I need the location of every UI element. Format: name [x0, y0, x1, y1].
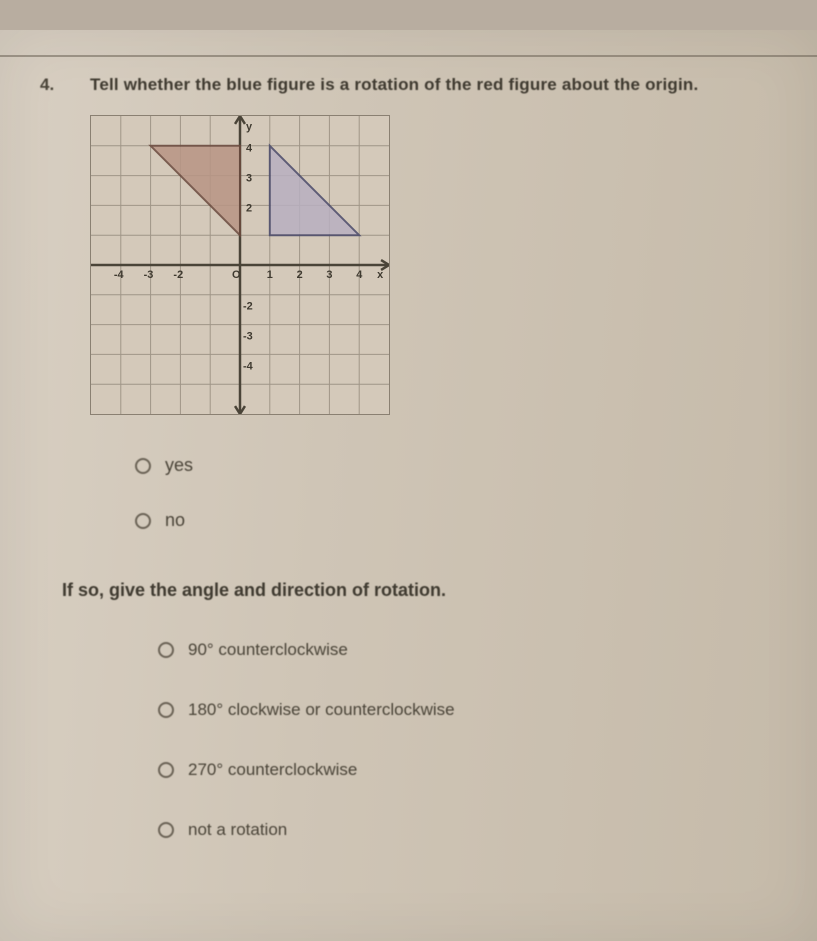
question-text: Tell whether the blue figure is a rotati… [90, 75, 698, 95]
svg-text:2: 2 [297, 269, 303, 281]
option-b-label: 180° clockwise or counterclockwise [188, 700, 455, 720]
option-a-label: 90° counterclockwise [188, 640, 348, 660]
radio-yes-label: yes [165, 455, 193, 476]
option-c[interactable]: 270° counterclockwise [158, 760, 357, 780]
svg-text:-2: -2 [243, 301, 253, 313]
red-triangle [151, 146, 240, 235]
svg-text:-2: -2 [173, 269, 183, 281]
option-d-label: not a rotation [188, 820, 287, 840]
radio-circle-icon [158, 702, 174, 718]
radio-circle-icon [158, 822, 174, 838]
option-b[interactable]: 180° clockwise or counterclockwise [158, 700, 455, 720]
y-axis-label: y [246, 121, 252, 133]
svg-text:O: O [232, 269, 241, 281]
radio-circle-icon [135, 458, 151, 474]
option-d[interactable]: not a rotation [158, 820, 287, 840]
graph-svg: y 4 3 2 -2 -3 -4 -4 -3 -2 O 1 2 3 4 x [91, 116, 389, 414]
radio-circle-icon [158, 642, 174, 658]
radio-no[interactable]: no [135, 510, 185, 531]
svg-text:3: 3 [326, 269, 332, 281]
svg-text:-3: -3 [243, 331, 253, 343]
coordinate-graph: y 4 3 2 -2 -3 -4 -4 -3 -2 O 1 2 3 4 x [90, 115, 390, 415]
radio-yes[interactable]: yes [135, 455, 193, 476]
svg-text:2: 2 [246, 202, 252, 214]
option-c-label: 270° counterclockwise [188, 760, 357, 780]
blue-triangle [270, 146, 359, 235]
svg-text:-3: -3 [144, 269, 154, 281]
radio-circle-icon [158, 762, 174, 778]
x-axis-label: x [377, 269, 383, 281]
option-a[interactable]: 90° counterclockwise [158, 640, 348, 660]
svg-text:4: 4 [246, 143, 252, 155]
svg-text:3: 3 [246, 173, 252, 185]
horizontal-rule [0, 55, 817, 57]
tick-labels: y 4 3 2 -2 -3 -4 -4 -3 -2 O 1 2 3 4 x [114, 121, 383, 372]
svg-text:1: 1 [267, 269, 273, 281]
question-number: 4. [40, 75, 54, 95]
radio-no-label: no [165, 510, 185, 531]
svg-text:-4: -4 [243, 360, 253, 372]
svg-text:4: 4 [356, 269, 362, 281]
svg-text:-4: -4 [114, 269, 124, 281]
sub-question-text: If so, give the angle and direction of r… [62, 580, 446, 601]
radio-circle-icon [135, 513, 151, 529]
